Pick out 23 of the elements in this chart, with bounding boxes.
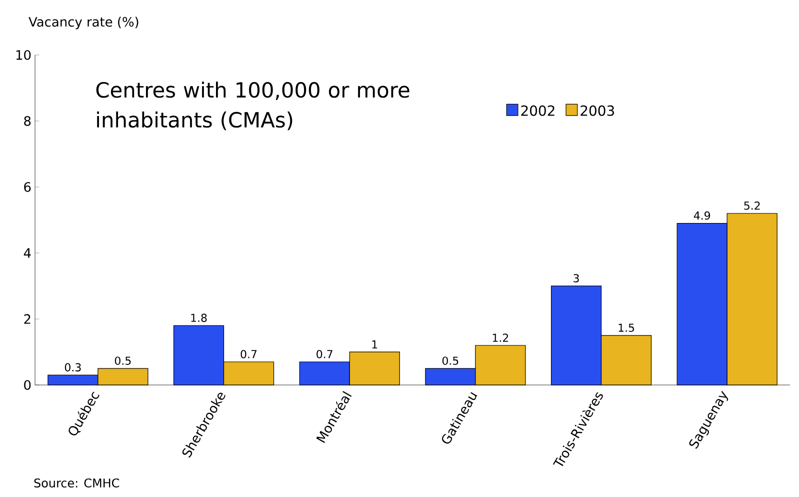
y-tick-label: 0 (24, 380, 31, 390)
legend-label: 2003 (580, 105, 614, 116)
source-note: Source: CMHC (34, 478, 120, 488)
y-tick-label: 2 (24, 314, 30, 324)
y-tick-label: 6 (24, 182, 31, 192)
data-label: 0.3 (64, 363, 81, 372)
data-label: 1 (372, 340, 378, 348)
data-label: 0.5 (114, 356, 131, 365)
data-label: 1.2 (492, 334, 508, 342)
data-label: 1.5 (618, 324, 634, 332)
data-label: 5.2 (744, 201, 760, 210)
data-label: 1.8 (191, 314, 207, 322)
y-tick-label: 10 (16, 50, 31, 60)
data-label: 3 (574, 274, 579, 282)
y-tick-label: 4 (24, 248, 31, 258)
text: Centres with 100,000 or more inhabitants (CMAs) (96, 82, 410, 130)
y-axis-title: Vacancy rate (%) (28, 16, 138, 30)
legend-label: 2002 (521, 105, 554, 116)
data-label: 0.7 (240, 350, 257, 358)
y-tick-label: 8 (24, 116, 31, 126)
data-label: 0.5 (442, 356, 458, 365)
data-label: 0.7 (316, 350, 332, 358)
data-label: 4.9 (694, 211, 710, 220)
